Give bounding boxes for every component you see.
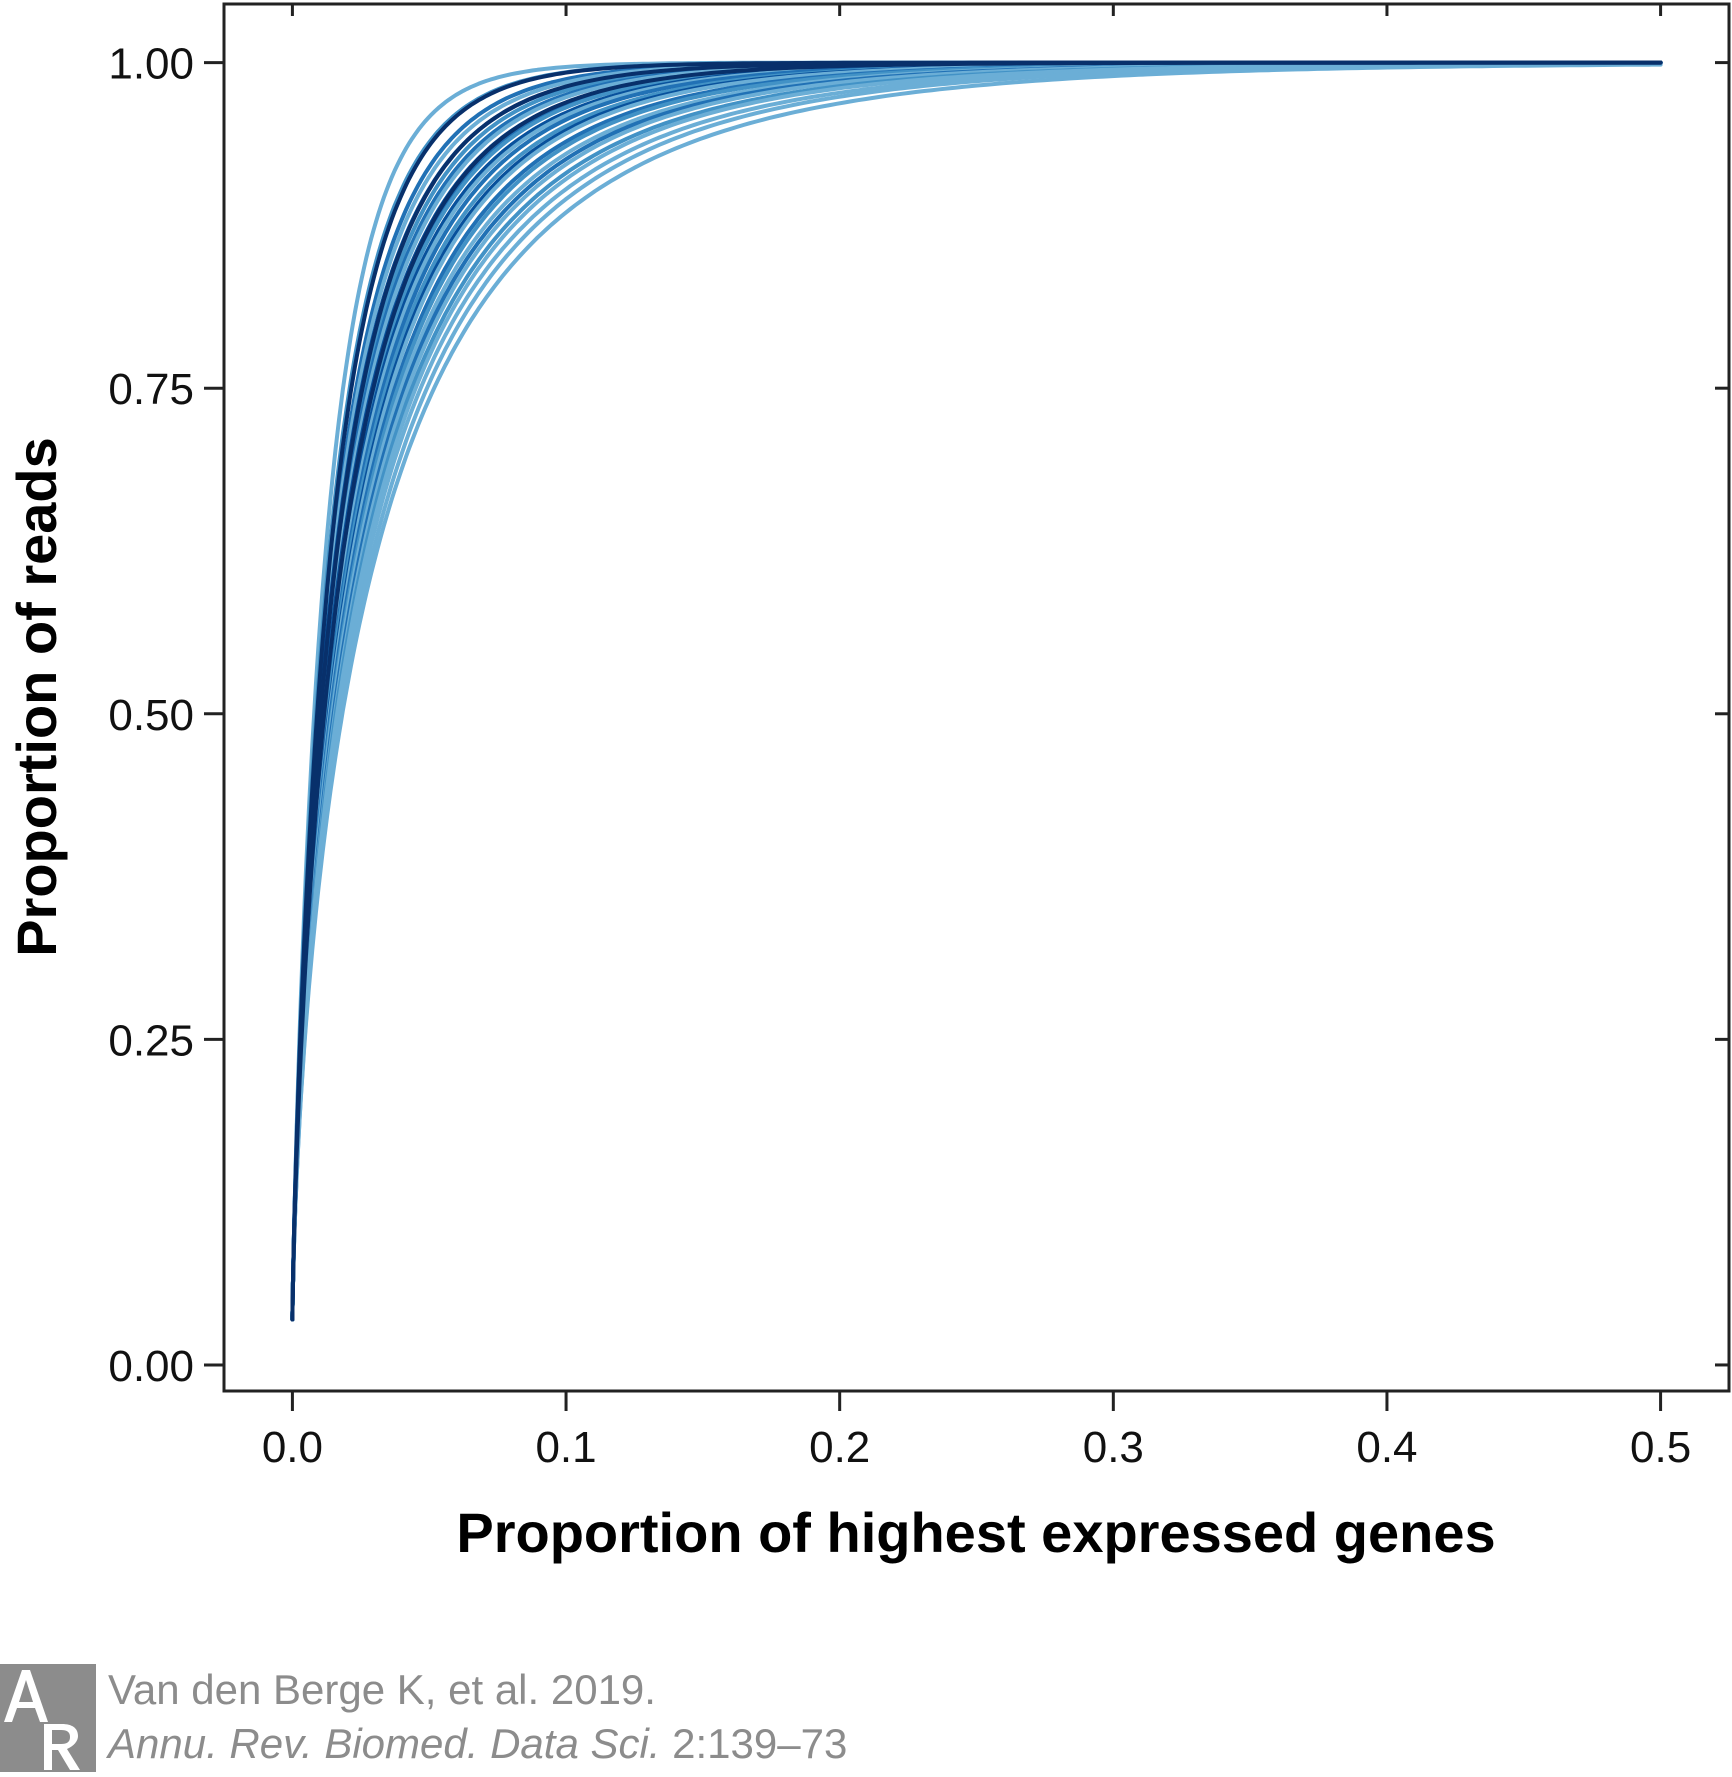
x-axis-title: Proportion of highest expressed genes [456, 1501, 1495, 1564]
curve-line-17 [290, 60, 1663, 1322]
curve-line-30 [290, 60, 1663, 1322]
citation-volume-pages: 2:139–73 [660, 1720, 848, 1767]
curve-line-8 [290, 60, 1663, 1322]
curve-line-4 [290, 60, 1663, 1322]
y-tick-label: 0.50 [108, 691, 194, 740]
curve-line-18 [290, 60, 1663, 1322]
x-tick-label: 0.5 [1630, 1423, 1691, 1472]
curve-line-13 [290, 60, 1663, 1322]
plot-frame-group [222, 2, 1731, 1393]
y-tick-label: 0.25 [108, 1016, 194, 1065]
curve-line-3 [290, 60, 1663, 1322]
curve-line-28 [290, 60, 1663, 1322]
curve-line-15 [290, 60, 1663, 1322]
curve-line-10 [290, 60, 1663, 1322]
reads-proportion-chart: 0.0 0.1 0.2 0.3 0.4 0.5 0.00 0.25 0.50 0.75 1.00 P… [5, 2, 1731, 1564]
y-axis-title: Proportion of reads [5, 437, 68, 957]
curve-line-19 [290, 60, 1663, 1322]
curve-line-25 [290, 61, 1663, 1322]
x-tick-label: 0.2 [809, 1423, 870, 1472]
tick-group: 0.0 0.1 0.2 0.3 0.4 0.5 0.00 0.25 0.50 0.75 1.00 [108, 4, 1729, 1472]
curve-line-11 [290, 60, 1663, 1322]
curve-line-14 [290, 60, 1663, 1322]
citation-journal: Annu. Rev. Biomed. Data Sci. 2:139–73 [108, 1720, 847, 1768]
x-tick-label: 0.4 [1356, 1423, 1417, 1472]
x-tick-label: 0.0 [262, 1423, 323, 1472]
curve-line-21 [290, 61, 1663, 1322]
curve-line-29 [290, 60, 1663, 1322]
curve-line-23 [290, 61, 1663, 1322]
curve-line-12 [290, 60, 1663, 1322]
curve-line-5 [290, 60, 1663, 1322]
x-tick-label: 0.1 [535, 1423, 596, 1472]
citation-journal-name: Annu. Rev. Biomed. Data Sci. [108, 1720, 661, 1767]
curve-line-6 [290, 60, 1663, 1322]
curve-line-27 [290, 62, 1663, 1322]
curve-line-16 [290, 60, 1663, 1322]
curve-line-20 [290, 60, 1663, 1322]
curve-line-2 [290, 60, 1663, 1322]
y-tick-label: 0.75 [108, 365, 194, 414]
citation-authors: Van den Berge K, et al. 2019. [108, 1666, 656, 1713]
x-tick-label: 0.3 [1083, 1423, 1144, 1472]
curve-group [290, 60, 1663, 1322]
annual-reviews-logo [0, 1664, 96, 1772]
y-tick-label: 0.00 [108, 1342, 194, 1391]
curve-line-24 [290, 61, 1663, 1322]
curve-line-1 [290, 60, 1663, 1322]
y-tick-label: 1.00 [108, 40, 194, 89]
plot-frame [222, 2, 1731, 1393]
annual-reviews-logo-mark [4, 1670, 80, 1770]
curve-line-7 [290, 60, 1663, 1322]
publication-credit: Van den Berge K, et al. 2019. Annu. Rev.… [0, 1664, 1000, 1772]
curve-line-22 [290, 61, 1663, 1322]
curve-line-9 [290, 60, 1663, 1322]
